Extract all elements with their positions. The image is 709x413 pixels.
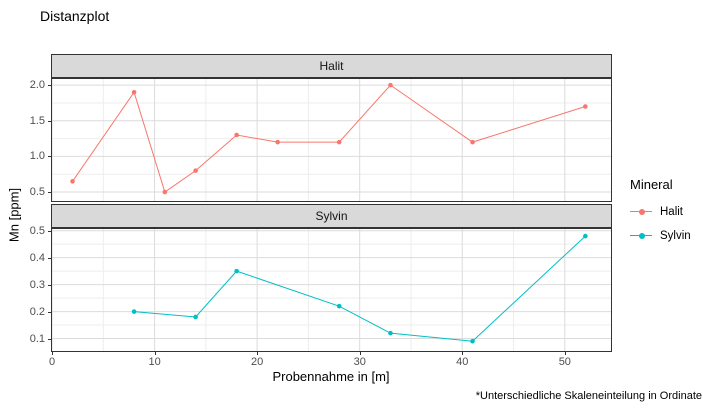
x-tick-label: 10 [148,356,161,368]
y-tick-mark [48,311,51,313]
y-tick-label: 0.1 [29,332,45,345]
facet-strip-halit-label: Halit [319,59,344,73]
legend: Mineral Halit Sylvin [630,177,691,253]
data-point [234,132,239,138]
facet-strip-halit: Halit [51,54,612,78]
data-point [470,139,475,145]
data-point [470,338,475,344]
data-point [193,168,198,173]
x-tick-mark [462,352,464,355]
legend-entry: Halit [630,205,691,218]
y-tick-label: 2.0 [29,79,45,92]
footnote: *Unterschiedliche Skaleneinteilung in Or… [475,390,702,402]
data-point [234,268,239,274]
y-tick-mark [48,192,51,194]
y-tick-mark [48,85,51,87]
x-tick-mark [257,352,259,355]
y-tick-mark [48,284,51,286]
y-tick-mark [48,120,51,122]
panel-halit [51,78,612,202]
y-tick-label: 0.3 [29,278,45,291]
legend-key-sylvin-icon [630,229,652,242]
x-tick-mark [359,352,361,355]
y-tick-mark [48,156,51,158]
x-tick-mark [154,352,156,355]
panel-border [51,228,612,352]
data-point [131,309,137,314]
legend-title: Mineral [630,177,673,192]
data-point [131,89,137,95]
y-tick-label: 0.5 [29,224,45,237]
legend-key-dot [638,232,645,239]
y-tick-label: 1.0 [29,150,45,163]
plot-title: Distanzplot [40,8,110,24]
x-tick-label: 0 [48,356,56,368]
data-line [72,84,586,193]
data-point [583,233,588,239]
x-axis-label: Probennahme in [m] [272,369,390,384]
data-point [275,139,280,145]
x-tick-label: 30 [353,356,366,368]
x-tick-label: 40 [456,356,469,368]
data-point [162,189,168,195]
facet-strip-sylvin: Sylvin [51,204,612,228]
data-point [336,139,342,145]
data-point [388,330,393,336]
y-tick-mark [48,338,51,340]
x-tick-label: 50 [558,356,571,368]
panel-border [51,78,612,202]
panel-sylvin [51,228,612,352]
y-tick-label: 0.2 [29,305,45,318]
facet-strip-sylvin-label: Sylvin [315,209,348,223]
data-point [388,82,393,88]
y-tick-mark [48,230,51,232]
data-point [583,104,588,109]
y-tick-mark [48,257,51,259]
data-point [193,314,198,320]
legend-key-halit-icon [630,205,652,218]
y-tick-label: 0.4 [29,251,45,264]
legend-entry-label: Sylvin [660,229,691,242]
y-tick-label: 0.5 [29,186,45,199]
legend-entry-label: Halit [660,205,684,218]
x-tick-label: 20 [251,356,264,368]
legend-key-dot [638,208,645,215]
x-tick-mark [52,352,54,355]
data-point [336,303,342,309]
y-tick-label: 1.5 [29,114,45,127]
legend-entry: Sylvin [630,229,691,242]
x-tick-mark [564,352,566,355]
legend-entries: Halit Sylvin [630,205,691,242]
data-point [70,179,75,184]
